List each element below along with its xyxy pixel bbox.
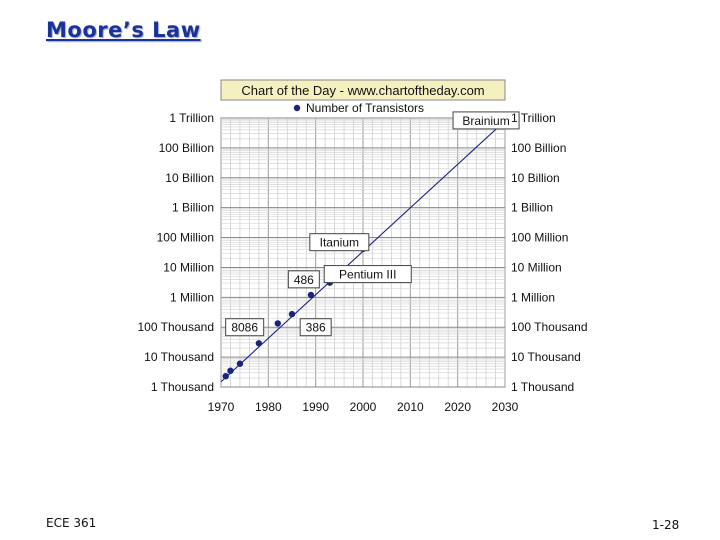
y-axis-labels: 1 Trillion 1 Trillion 100 Billion 100 Billi… bbox=[137, 111, 587, 394]
legend-label: Number of Transistors bbox=[306, 101, 424, 115]
y-tick-label-left: 10 Billion bbox=[165, 171, 214, 185]
annotation-label: Brainium bbox=[452, 111, 520, 130]
data-point bbox=[222, 372, 229, 380]
y-tick-label-right: 100 Billion bbox=[511, 141, 566, 155]
footer-slide-number: 1-28 bbox=[652, 518, 680, 532]
annotation-text: Pentium III bbox=[339, 268, 396, 282]
annotation-label: 8086 bbox=[225, 318, 265, 337]
annotation-text: Itanium bbox=[320, 236, 359, 250]
annotation-box bbox=[287, 270, 320, 289]
y-tick-label-right: 10 Million bbox=[511, 260, 562, 274]
annotation-text: Brainium bbox=[462, 114, 509, 128]
annotation-text: 8086 bbox=[231, 321, 258, 335]
y-tick-label-left: 1 Million bbox=[170, 290, 214, 304]
y-tick-label-right: 1 Million bbox=[511, 290, 555, 304]
x-axis-labels: 1970 1980 1990 2000 2010 2020 2030 bbox=[208, 400, 519, 414]
y-tick-label-left: 10 Million bbox=[163, 260, 214, 274]
y-tick-label-right: 1 Trillion bbox=[511, 111, 556, 125]
y-tick-label-right: 1 Billion bbox=[511, 201, 553, 215]
data-point bbox=[255, 340, 263, 347]
annotation-box bbox=[309, 233, 370, 252]
annotation-label: Pentium III bbox=[323, 265, 412, 284]
y-tick-label-left: 1 Thousand bbox=[151, 380, 214, 394]
annotation-box bbox=[299, 318, 332, 337]
y-tick-label-right: 100 Thousand bbox=[511, 320, 588, 334]
annotation-label: 486 bbox=[287, 270, 320, 289]
data-point bbox=[236, 360, 244, 367]
y-tick-label-right: 1 Thousand bbox=[511, 380, 574, 394]
y-tick-label-left: 1 Billion bbox=[172, 201, 214, 215]
chart-header: Chart of the Day - www.chartoftheday.com… bbox=[220, 79, 506, 115]
annotation-box bbox=[323, 265, 412, 284]
x-tick-label: 2010 bbox=[397, 400, 424, 414]
y-tick-label-left: 100 Billion bbox=[159, 141, 214, 155]
annotations: Brainium Itanium Pentium III 486 386 8086 bbox=[225, 111, 520, 337]
data-point bbox=[288, 310, 296, 318]
footer-course: ECE 361 bbox=[46, 516, 97, 530]
x-tick-label: 1980 bbox=[255, 400, 282, 414]
annotation-box bbox=[225, 318, 265, 337]
y-tick-label-right: 100 Million bbox=[511, 231, 568, 245]
y-tick-label-left: 10 Thousand bbox=[144, 350, 214, 364]
y-tick-label-left: 1 Trillion bbox=[169, 111, 214, 125]
annotation-text: 486 bbox=[294, 273, 314, 287]
y-tick-label-left: 100 Million bbox=[157, 231, 214, 245]
x-tick-label: 1990 bbox=[302, 400, 329, 414]
x-tick-label: 2030 bbox=[492, 400, 519, 414]
data-point bbox=[274, 320, 281, 327]
y-tick-label-right: 10 Thousand bbox=[511, 350, 581, 364]
annotation-box bbox=[452, 111, 520, 130]
x-tick-label: 1970 bbox=[208, 400, 235, 414]
annotation-label: 386 bbox=[299, 318, 332, 337]
chart-title: Chart of the Day - www.chartoftheday.com bbox=[241, 83, 484, 98]
x-tick-label: 2000 bbox=[350, 400, 377, 414]
annotation-label: Itanium bbox=[309, 233, 370, 252]
data-point bbox=[307, 291, 315, 299]
legend-marker bbox=[293, 104, 301, 112]
x-tick-label: 2020 bbox=[444, 400, 471, 414]
y-tick-label-right: 10 Billion bbox=[511, 171, 560, 185]
data-point bbox=[227, 367, 234, 374]
slide-title: Moore’s Law bbox=[46, 18, 201, 42]
chart-title-box bbox=[220, 79, 506, 101]
y-tick-label-left: 100 Thousand bbox=[137, 320, 214, 334]
annotation-text: 386 bbox=[306, 321, 326, 335]
